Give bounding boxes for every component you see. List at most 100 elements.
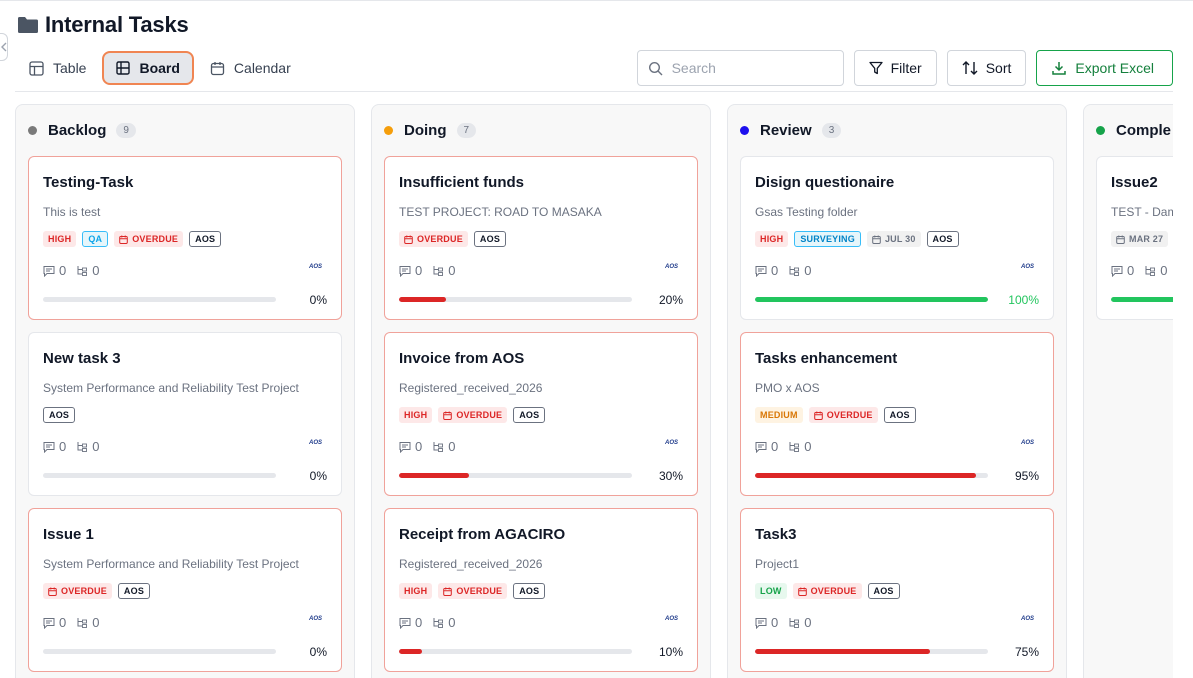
sort-icon <box>962 61 978 75</box>
tag-label: AOS <box>889 410 910 420</box>
task-title: Invoice from AOS <box>399 350 525 367</box>
comments-count: 0 <box>399 615 422 630</box>
comments-count: 0 <box>755 615 778 630</box>
tag-overdue: OVERDUE <box>438 407 508 423</box>
task-project: TEST PROJECT: ROAD TO MASAKA <box>399 205 602 219</box>
tag-date: MAR 27 <box>1111 231 1169 247</box>
task-card[interactable]: Issue 1 System Performance and Reliabilit… <box>28 508 342 672</box>
subtask-icon <box>1145 265 1156 276</box>
progress-fill <box>399 297 446 302</box>
subtask-icon <box>433 441 444 452</box>
tag-org: AOS <box>883 407 916 423</box>
filter-icon <box>868 61 883 75</box>
task-card[interactable]: Insufficient funds TEST PROJECT: ROAD TO … <box>384 156 698 320</box>
subtasks-value: 0 <box>1160 263 1168 278</box>
status-dot <box>28 125 37 135</box>
column-header: Review 3 <box>740 120 842 140</box>
task-title: Receipt from AGACIRO <box>399 526 566 543</box>
tag-label: MEDIUM <box>760 410 798 420</box>
tag-high: HIGH <box>399 583 433 599</box>
progress-fill <box>755 297 988 302</box>
subtasks-value: 0 <box>448 263 456 278</box>
task-project: Gsas Testing folder <box>755 205 858 219</box>
subtask-icon <box>433 617 444 628</box>
tag-label: OVERDUE <box>417 234 463 244</box>
comments-value: 0 <box>415 263 423 278</box>
progress-bar <box>755 649 988 654</box>
sidebar-toggle[interactable] <box>0 33 8 61</box>
sort-label: Sort <box>985 60 1012 76</box>
comment-icon <box>1111 265 1123 277</box>
task-project: System Performance and Reliability Test … <box>43 381 299 395</box>
tag-org: AOS <box>513 407 546 423</box>
tag-low: LOW <box>755 583 787 599</box>
calendar-icon <box>48 587 57 596</box>
view-table-button[interactable]: Table <box>17 51 98 85</box>
task-tags: HIGH QA OVERDUE AOS <box>43 231 222 247</box>
subtasks-count: 0 <box>432 615 455 630</box>
tag-date: JUL 30 <box>866 231 921 247</box>
export-excel-button[interactable]: Export Excel <box>1036 50 1173 86</box>
comments-count: 0 <box>43 263 66 278</box>
comment-icon <box>43 441 55 453</box>
progress-percent: 0% <box>309 469 327 483</box>
column-title: Review <box>760 121 812 139</box>
task-card[interactable]: Task3 Project1 LOW OVERDUE AOS 0 0 AOS 75% <box>740 508 1054 672</box>
comments-value: 0 <box>415 615 423 630</box>
subtasks-count: 0 <box>432 263 455 278</box>
tag-overdue: OVERDUE <box>438 583 508 599</box>
calendar-icon <box>119 235 129 244</box>
task-card[interactable]: Receipt from AGACIRO Registered_received_… <box>384 508 698 672</box>
task-tags: MAR 27 <box>1111 231 1169 247</box>
comments-value: 0 <box>771 439 779 454</box>
comments-value: 0 <box>771 263 779 278</box>
subtasks-value: 0 <box>92 263 100 278</box>
org-logo: AOS <box>308 616 322 622</box>
task-card[interactable]: Testing-Task This is test HIGH QA OVERDUE AOS… <box>28 156 342 320</box>
search-box[interactable] <box>636 50 844 86</box>
task-card[interactable]: New task 3 System Performance and Reliabi… <box>28 332 342 496</box>
download-icon <box>1052 62 1067 75</box>
progress-fill <box>399 649 423 654</box>
task-card[interactable]: Invoice from AOS Registered_received_2026… <box>384 332 698 496</box>
task-tags: LOW OVERDUE AOS <box>755 583 900 599</box>
tag-label: OVERDUE <box>456 410 503 420</box>
column-count-badge: 7 <box>456 122 477 138</box>
view-board-button[interactable]: Board <box>102 51 194 85</box>
export-label: Export Excel <box>1075 60 1154 76</box>
kanban-board: Backlog 9 Testing-Task This is test HIGH QA OV… <box>15 104 1173 678</box>
status-dot <box>384 125 393 135</box>
task-project: Registered_received_2026 <box>399 557 543 571</box>
table-icon <box>29 60 44 76</box>
view-calendar-button[interactable]: Calendar <box>198 51 303 85</box>
task-card[interactable]: Tasks enhancement PMO x AOS MEDIUM OVERDUE A… <box>740 332 1054 496</box>
subtasks-value: 0 <box>804 263 812 278</box>
comments-value: 0 <box>59 615 67 630</box>
tag-label: HIGH <box>760 234 784 244</box>
tag-label: AOS <box>932 234 953 244</box>
page-header: Internal Tasks <box>17 12 189 38</box>
subtask-icon <box>77 441 88 452</box>
search-input[interactable] <box>671 60 822 76</box>
comments-count: 0 <box>399 263 422 278</box>
task-card[interactable]: Disign questionaire Gsas Testing folder HI… <box>740 156 1054 320</box>
comments-count: 0 <box>43 615 66 630</box>
task-project: TEST - Dam <box>1111 205 1173 219</box>
column-count-badge: 3 <box>821 122 842 138</box>
view-calendar-label: Calendar <box>233 60 291 76</box>
task-project: Project1 <box>755 557 800 571</box>
calendar-icon <box>813 411 823 420</box>
sort-button[interactable]: Sort <box>946 50 1027 86</box>
task-project: Registered_received_2026 <box>399 381 543 395</box>
tag-label: AOS <box>49 410 70 420</box>
progress-bar <box>43 473 276 478</box>
filter-button[interactable]: Filter <box>853 50 937 86</box>
org-logo: AOS <box>664 616 678 622</box>
tag-label: AOS <box>195 234 216 244</box>
